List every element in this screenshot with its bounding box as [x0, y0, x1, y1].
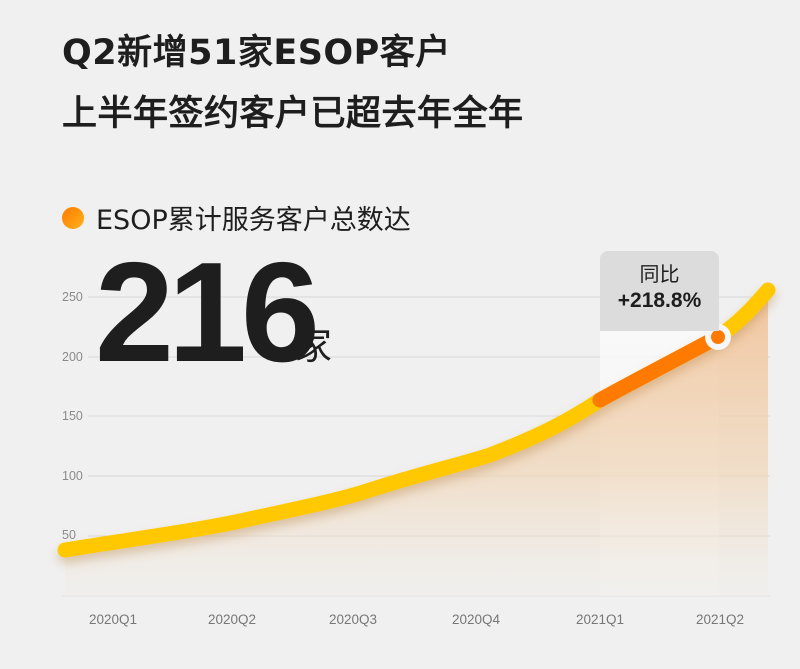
- y-tick-50: 50: [62, 528, 76, 542]
- headline-line-1: Q2新增51家ESOP客户: [62, 33, 451, 73]
- x-tick-2021q1: 2021Q1: [575, 612, 625, 627]
- area-fill: [65, 290, 768, 596]
- x-tick-2021q2: 2021Q2: [695, 612, 745, 627]
- y-tick-100: 100: [62, 469, 83, 483]
- x-tick-2020q1: 2020Q1: [88, 612, 138, 627]
- x-tick-2020q2: 2020Q2: [207, 612, 257, 627]
- subtitle: ESOP累计服务客户总数达: [62, 198, 411, 237]
- bullet-dot-icon: [62, 206, 84, 229]
- total-customers-unit: 家: [294, 324, 333, 368]
- total-customers-value: 216: [95, 233, 320, 392]
- yoy-label: 同比: [639, 262, 680, 286]
- y-tick-250: 250: [62, 290, 83, 304]
- x-tick-2020q4: 2020Q4: [451, 612, 501, 627]
- headline-line-2: 上半年签约客户已超去年全年: [62, 94, 524, 134]
- y-tick-200: 200: [62, 350, 83, 364]
- yoy-value: +218.8%: [617, 289, 702, 312]
- y-tick-150: 150: [62, 409, 83, 423]
- x-tick-2020q3: 2020Q3: [328, 612, 378, 627]
- yoy-callout: 同比 +218.8%: [600, 251, 719, 331]
- subtitle-text: ESOP累计服务客户总数达: [96, 205, 411, 236]
